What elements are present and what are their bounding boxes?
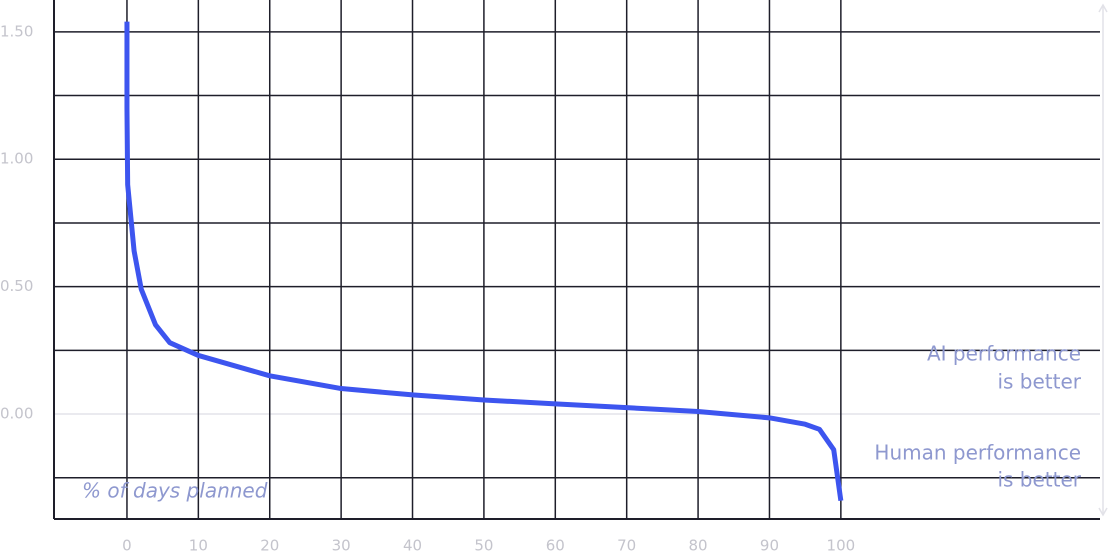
x-tick-label: 90 [760,537,779,555]
data-line [124,21,844,502]
x-tick-label: 40 [403,537,422,555]
y-tick-label: 1.50 [0,22,33,40]
arrow-head-down [1098,507,1108,517]
x-tick-label: 30 [332,537,351,555]
x-tick-label: 60 [546,537,565,555]
x-tick-label: 10 [189,537,208,555]
arrow-head-up [1098,3,1108,13]
x-tick-label: 100 [827,537,856,555]
x-tick-label: 70 [617,537,636,555]
y-tick-label: 0.50 [0,277,33,295]
annotation: Human performance [874,441,1081,465]
annotation: is better [997,370,1081,394]
annotation: AI performance [927,342,1081,366]
x-tick-label: 50 [474,537,493,555]
annotation: is better [997,468,1081,492]
y-tick-label: 1.00 [0,150,33,168]
x-tick-label: 20 [260,537,279,555]
x-tick-label: 0 [122,537,132,555]
x-axis-label: % of days planned [82,479,268,503]
x-tick-label: 80 [689,537,708,555]
y-tick-label: 0.00 [0,405,33,423]
